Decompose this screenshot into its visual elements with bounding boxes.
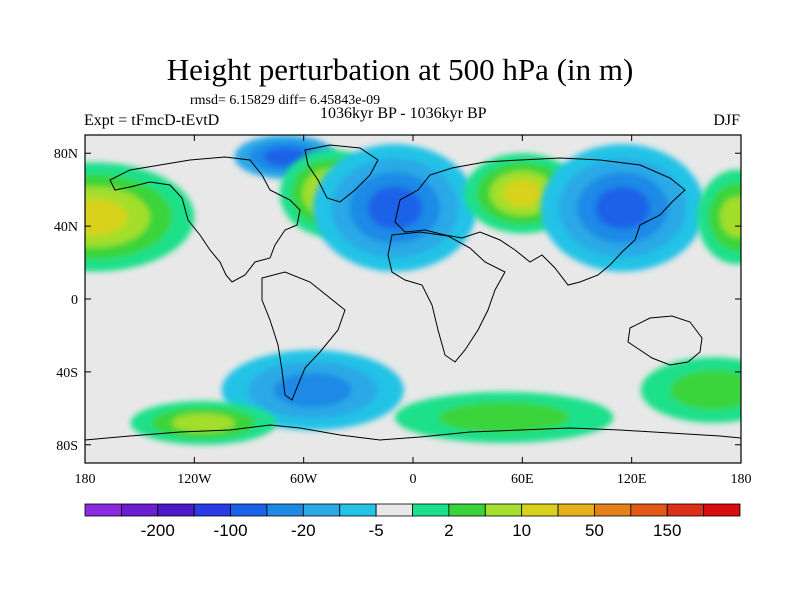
colorbar-label: 150 (653, 521, 681, 540)
colorbar-box (193, 503, 231, 517)
coast-africa (387, 231, 506, 363)
x-tick-label: 60E (511, 472, 534, 487)
field-anomaly-10 (640, 357, 741, 423)
colorbar-label: -100 (214, 521, 248, 540)
field-anomaly-6 (697, 169, 741, 265)
contour-level (172, 413, 235, 433)
x-tick-label: 0 (410, 472, 417, 487)
colorbar-box (266, 503, 304, 517)
x-tick-label: 120W (177, 472, 212, 487)
field-anomaly-5 (540, 144, 705, 272)
colorbar-label: -200 (141, 521, 175, 540)
y-tick-label: 40S (56, 366, 78, 381)
coast-south-america (261, 271, 346, 401)
colorbar-label: -20 (291, 521, 316, 540)
season-label: DJF (713, 112, 740, 129)
coast-north-america (109, 156, 301, 283)
colorbar-label: 10 (512, 521, 531, 540)
period-label: 1036kyr BP - 1036kyr BP (320, 105, 487, 122)
contour-level (720, 196, 741, 238)
x-tick-label: 120E (617, 472, 647, 487)
plot-title: Height perturbation at 500 hPa (in m) (166, 52, 634, 87)
colorbar-box (84, 503, 122, 517)
colorbar-box (157, 503, 195, 517)
height-field (85, 135, 741, 445)
coast-australia (627, 315, 703, 366)
y-tick-label: 80N (54, 147, 78, 162)
contour-level (502, 179, 542, 207)
y-tick-label: 80S (56, 439, 78, 454)
field-anomaly-3 (312, 144, 477, 272)
x-tick-label: 180 (731, 472, 752, 487)
colorbar-box (339, 503, 377, 517)
y-tick-label: 0 (71, 293, 78, 308)
contour-level (85, 198, 128, 236)
colorbar-label: 2 (444, 521, 453, 540)
colorbar-box (666, 503, 705, 517)
coastlines (85, 144, 741, 441)
colorbar-box (375, 503, 413, 517)
field-anomaly-9 (394, 391, 614, 443)
contour-level (273, 372, 352, 408)
experiment-label: Expt = tFmcD-tEvtD (84, 112, 220, 129)
colorbar-box (412, 503, 450, 517)
colorbar-box (521, 503, 559, 517)
stats-text: rmsd= 6.15829 diff= 6.45843e-09 (190, 93, 381, 108)
field-anomaly-0 (85, 162, 195, 272)
colorbar-box (302, 503, 341, 517)
x-tick-label: 180 (75, 472, 96, 487)
colorbar-box (230, 503, 268, 517)
contour-level (669, 370, 741, 410)
x-tick-label: 60W (290, 472, 318, 487)
axis-ticks: 180 120W 60W 0 60E 120E 180 80N 40N 0 40S 80S (54, 135, 752, 487)
field-anomaly-7 (221, 350, 404, 431)
contour-level (438, 402, 570, 433)
colorbar-label: 50 (585, 521, 604, 540)
contour-level (595, 186, 650, 230)
coast-eurasia (394, 157, 686, 286)
coast-antarctica (85, 424, 741, 441)
field-anomaly-8 (130, 401, 277, 445)
colorbar-box (594, 503, 632, 517)
colorbar-box (120, 503, 159, 517)
colorbar-box (484, 503, 523, 517)
colorbar: -200 -100 -20 -5 2 10 50 150 (84, 503, 741, 540)
y-tick-label: 40N (54, 220, 78, 235)
colorbar-box (448, 503, 486, 517)
colorbar-box (703, 503, 741, 517)
colorbar-box (630, 503, 668, 517)
coast-greenland (304, 144, 379, 203)
contour-level (367, 186, 423, 230)
colorbar-box (557, 503, 595, 517)
colorbar-label: -5 (369, 521, 384, 540)
